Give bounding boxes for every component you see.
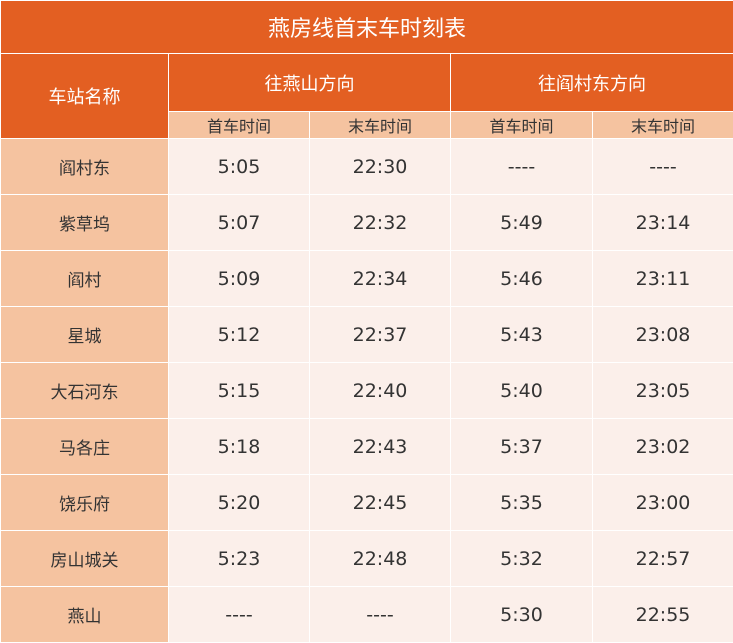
table-title: 燕房线首末车时刻表	[1, 1, 733, 54]
direction-yanshan-header: 往燕山方向	[169, 54, 451, 112]
last-train-time: 22:34	[310, 251, 451, 307]
first-train-time: 5:09	[169, 251, 310, 307]
last-train-time: ----	[593, 139, 733, 195]
direction-yancundong-header: 往阎村东方向	[451, 54, 733, 112]
first-train-time: 5:40	[451, 363, 593, 419]
station-name: 星城	[1, 307, 169, 363]
first-train-time: 5:32	[451, 531, 593, 587]
station-name: 紫草坞	[1, 195, 169, 251]
last-train-time: 22:32	[310, 195, 451, 251]
last-train-time: 22:40	[310, 363, 451, 419]
first-train-header: 首车时间	[451, 112, 593, 139]
last-train-header: 末车时间	[593, 112, 733, 139]
last-train-time: 22:43	[310, 419, 451, 475]
first-train-time: ----	[451, 139, 593, 195]
first-train-time: 5:23	[169, 531, 310, 587]
last-train-time: 22:37	[310, 307, 451, 363]
first-train-time: 5:49	[451, 195, 593, 251]
last-train-time: 22:55	[593, 587, 733, 643]
last-train-time: 23:00	[593, 475, 733, 531]
station-name: 大石河东	[1, 363, 169, 419]
station-header: 车站名称	[1, 54, 169, 139]
last-train-time: 22:45	[310, 475, 451, 531]
last-train-time: 22:57	[593, 531, 733, 587]
first-train-time: 5:37	[451, 419, 593, 475]
first-train-time: 5:35	[451, 475, 593, 531]
last-train-time: 23:05	[593, 363, 733, 419]
station-name: 阎村东	[1, 139, 169, 195]
station-name: 马各庄	[1, 419, 169, 475]
first-train-time: 5:15	[169, 363, 310, 419]
first-train-time: 5:18	[169, 419, 310, 475]
last-train-time: 22:30	[310, 139, 451, 195]
station-name: 饶乐府	[1, 475, 169, 531]
first-train-time: ----	[169, 587, 310, 643]
last-train-time: 23:02	[593, 419, 733, 475]
first-train-time: 5:05	[169, 139, 310, 195]
last-train-time: 23:14	[593, 195, 733, 251]
first-train-time: 5:20	[169, 475, 310, 531]
first-train-time: 5:07	[169, 195, 310, 251]
station-name: 阎村	[1, 251, 169, 307]
last-train-time: 23:08	[593, 307, 733, 363]
last-train-header: 末车时间	[310, 112, 451, 139]
station-name: 房山城关	[1, 531, 169, 587]
first-train-time: 5:46	[451, 251, 593, 307]
station-name: 燕山	[1, 587, 169, 643]
last-train-time: ----	[310, 587, 451, 643]
first-train-header: 首车时间	[169, 112, 310, 139]
first-train-time: 5:30	[451, 587, 593, 643]
first-train-time: 5:12	[169, 307, 310, 363]
last-train-time: 22:48	[310, 531, 451, 587]
last-train-time: 23:11	[593, 251, 733, 307]
first-train-time: 5:43	[451, 307, 593, 363]
